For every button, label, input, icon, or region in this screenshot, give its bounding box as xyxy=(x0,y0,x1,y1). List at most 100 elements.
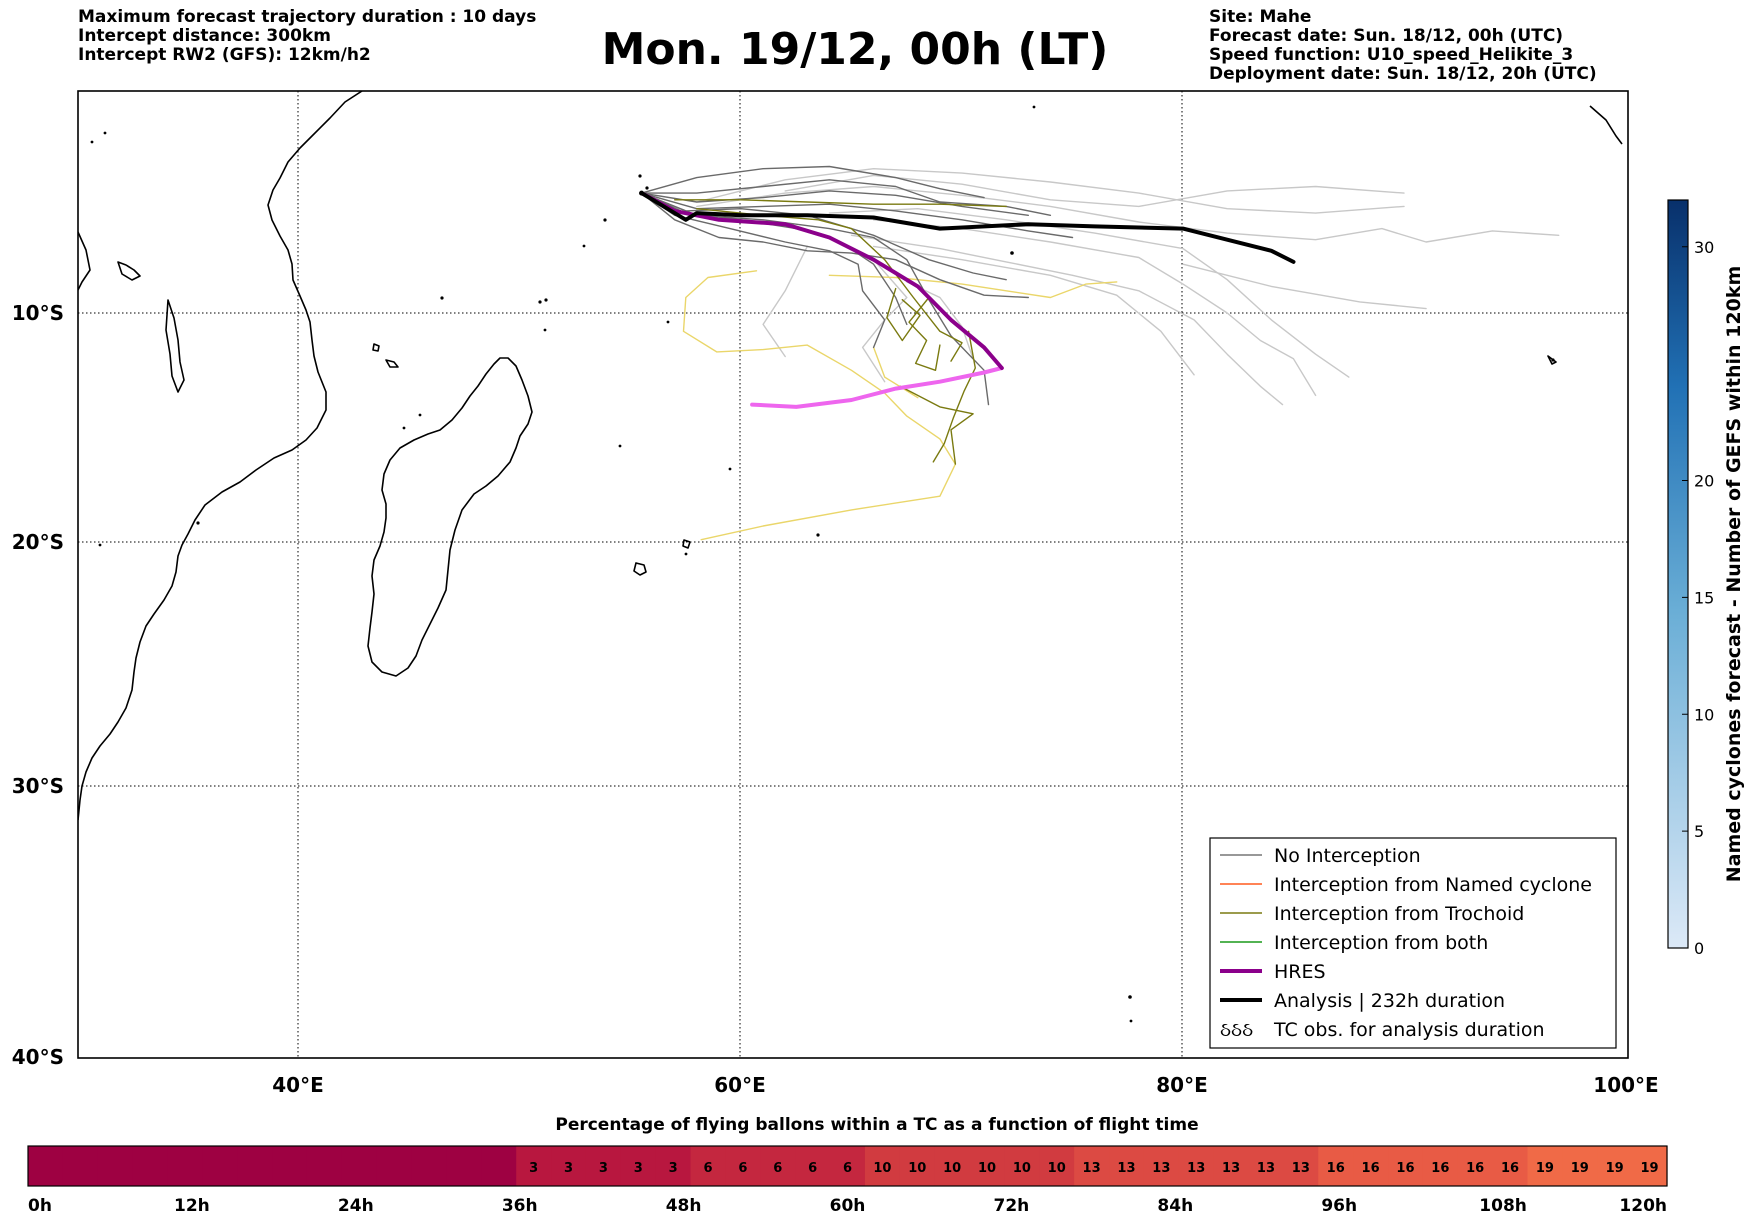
timeline-cell-label-46: 19 xyxy=(1641,1161,1659,1176)
trajectory-interception-from-trochoid-5 xyxy=(899,385,974,465)
trajectory-no-interception-8 xyxy=(640,190,1029,216)
colorbar-label: Named cyclones forecast - Number of GEFS… xyxy=(1723,266,1745,883)
timeline-tick-4: 48h xyxy=(666,1196,702,1216)
header-right-line-4: Deployment date: Sun. 18/12, 20h (UTC) xyxy=(1209,64,1597,84)
trajectory-no-interception-2 xyxy=(640,192,1074,239)
timeline-cell-label-34: 13 xyxy=(1222,1161,1240,1176)
trajectory-no-interception-5 xyxy=(640,192,1029,299)
header-right-line-3: Speed function: U10_speed_Helikite_3 xyxy=(1209,45,1574,65)
trajectory-interception-from-trochoid-3 xyxy=(886,287,921,342)
timeline-cell-46 xyxy=(1632,1146,1668,1186)
trajectory-hres-continuation-0 xyxy=(750,366,1004,409)
trajectory-interception-from-trochoid-light-2 xyxy=(872,346,919,399)
header-left-line-1: Maximum forecast trajectory duration : 1… xyxy=(78,7,537,27)
timeline-cell-33 xyxy=(1178,1146,1215,1186)
timeline-cell-11 xyxy=(411,1146,448,1186)
timeline-cell-label-28: 10 xyxy=(1013,1161,1031,1176)
lat-tick-10s: 10°S xyxy=(12,301,64,325)
site-marker xyxy=(639,190,645,196)
timeline-tick-6: 72h xyxy=(994,1196,1030,1216)
timeline-cell-label-29: 10 xyxy=(1048,1161,1066,1176)
map-title: Mon. 19/12, 00h (LT) xyxy=(601,24,1109,75)
lon-tick-80e: 80°E xyxy=(1156,1073,1208,1097)
trajectory-interception-from-trochoid-light-0 xyxy=(682,270,957,541)
zanzibar-island xyxy=(165,299,185,393)
lat-tick-20s: 20°S xyxy=(12,530,64,554)
right-colorbar: 0 5 10 15 20 30 Named cyclones forecast - Num… xyxy=(1667,199,1745,958)
reunion-island xyxy=(682,539,691,549)
timeline-cell-36 xyxy=(1283,1146,1319,1186)
timeline-cell-label-27: 10 xyxy=(978,1161,996,1176)
timeline-cell-2 xyxy=(97,1146,134,1186)
timeline-cell-34 xyxy=(1213,1146,1250,1186)
legend-label-3: Interception from both xyxy=(1274,932,1488,954)
lon-tick-100e: 100°E xyxy=(1593,1073,1658,1097)
timeline-cell-3 xyxy=(132,1146,169,1186)
lat-tick-40s: 40°S xyxy=(12,1045,64,1069)
legend-label-0: No Interception xyxy=(1274,845,1421,867)
timeline-cell-label-19: 6 xyxy=(703,1161,712,1176)
colorbar-gradient xyxy=(1667,199,1689,949)
timeline-cell-label-35: 13 xyxy=(1257,1161,1275,1176)
timeline-tick-8: 96h xyxy=(1321,1196,1357,1216)
colorbar-tick-5: 30 xyxy=(1694,238,1714,257)
map-frame xyxy=(77,90,1629,1059)
timeline-cell-label-44: 19 xyxy=(1571,1161,1589,1176)
timeline-cell-label-17: 3 xyxy=(634,1161,643,1176)
timeline-tick-2: 24h xyxy=(338,1196,374,1216)
timeline-tick-9: 108h xyxy=(1479,1196,1527,1216)
legend-items: No Interception Interception from Named c… xyxy=(1220,845,1592,1041)
timeline-cell-label-33: 13 xyxy=(1187,1161,1205,1176)
timeline-cell-label-25: 10 xyxy=(908,1161,926,1176)
trajectory-other-forecasts-light-grey-4 xyxy=(872,219,1317,397)
lon-tick-40e: 40°E xyxy=(272,1073,324,1097)
timeline-cell-24 xyxy=(864,1146,901,1186)
timeline-cell-label-20: 6 xyxy=(738,1161,747,1176)
timeline-cell-19 xyxy=(690,1146,727,1186)
timeline-cell-31 xyxy=(1109,1146,1145,1186)
timeline-cell-label-24: 10 xyxy=(873,1161,891,1176)
timeline-cell-label-16: 3 xyxy=(599,1161,608,1176)
legend-symbol-6: ઠઠઠ xyxy=(1220,1019,1253,1041)
comoros-island-1 xyxy=(385,359,399,368)
timeline-cell-label-23: 6 xyxy=(843,1161,852,1176)
timeline-cell-16 xyxy=(585,1146,622,1186)
timeline-cell-label-22: 6 xyxy=(808,1161,817,1176)
timeline-cell-15 xyxy=(551,1146,587,1186)
socotra-island xyxy=(117,261,141,281)
timeline-cell-45 xyxy=(1597,1146,1633,1186)
timeline-cell-25 xyxy=(899,1146,936,1186)
timeline-title: Percentage of flying ballons within a TC… xyxy=(555,1115,1199,1135)
mauritius-island xyxy=(633,562,647,576)
trajectory-interception-from-trochoid-0 xyxy=(674,199,1007,208)
timeline-cell-23 xyxy=(830,1146,866,1186)
timeline-cell-21 xyxy=(760,1146,796,1186)
header-right-line-1: Site: Mahe xyxy=(1209,7,1312,27)
timeline-cell-17 xyxy=(620,1146,657,1186)
colorbar-tick-3: 15 xyxy=(1694,588,1714,607)
lon-tick-60e: 60°E xyxy=(714,1073,766,1097)
timeline-cell-10 xyxy=(376,1146,413,1186)
timeline-cell-44 xyxy=(1562,1146,1598,1186)
timeline-cell-9 xyxy=(341,1146,378,1186)
timeline-cell-label-21: 6 xyxy=(773,1161,782,1176)
colorbar-tick-1: 5 xyxy=(1694,822,1704,841)
timeline-cell-27 xyxy=(969,1146,1006,1186)
timeline-cell-label-18: 3 xyxy=(669,1161,678,1176)
timeline-cells: 3 3 3 3 3 6 6 6 6 6 10 10 10 10 10 10 13 13 13 13 13 13 13 16 16… xyxy=(28,1146,1668,1186)
timeline-cell-label-14: 3 xyxy=(529,1161,538,1176)
header-left-line-3: Intercept RW2 (GFS): 12km/h2 xyxy=(78,45,371,65)
small-islands xyxy=(90,105,1555,1023)
timeline-cell-label-41: 16 xyxy=(1466,1161,1484,1176)
timeline-cell-13 xyxy=(481,1146,517,1186)
axis-labels: 40°E 60°E 80°E 100°E 10°S 20°S 30°S 40°S xyxy=(12,301,1659,1097)
timeline-cell-label-43: 19 xyxy=(1536,1161,1554,1176)
trajectory-other-forecasts-light-grey-8 xyxy=(762,245,808,358)
header-left-info: Maximum forecast trajectory duration : 1… xyxy=(78,8,536,65)
trajectory-interception-from-trochoid-4 xyxy=(932,330,976,463)
timeline-cell-22 xyxy=(795,1146,831,1186)
timeline-cell-label-26: 10 xyxy=(943,1161,961,1176)
timeline-frame xyxy=(27,1145,1668,1187)
timeline-cell-35 xyxy=(1248,1146,1285,1186)
